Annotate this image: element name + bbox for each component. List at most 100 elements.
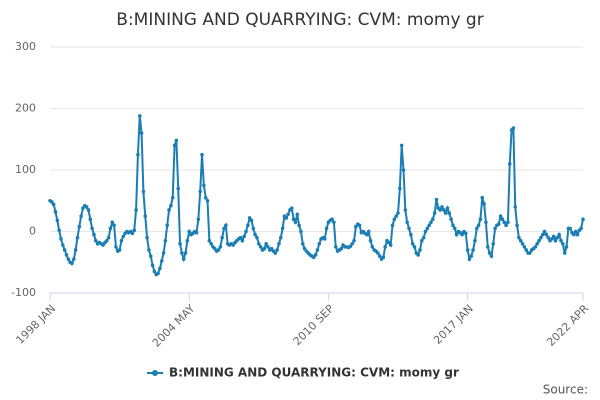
data-point	[352, 238, 356, 243]
data-point	[264, 242, 268, 246]
data-point	[443, 211, 448, 215]
data-point	[484, 220, 488, 225]
data-point	[108, 226, 113, 231]
data-point	[257, 242, 261, 246]
data-point	[357, 223, 362, 228]
data-point	[50, 200, 54, 204]
data-point	[524, 248, 529, 252]
data-point	[449, 217, 453, 221]
data-point	[506, 220, 510, 225]
data-point	[454, 232, 459, 237]
data-point	[169, 203, 173, 208]
data-point	[136, 152, 140, 157]
data-point	[139, 131, 144, 135]
data-point	[445, 206, 450, 210]
data-point	[557, 232, 561, 237]
y-tick-label: -100	[11, 286, 36, 299]
data-point	[143, 214, 148, 218]
data-point	[300, 242, 305, 246]
data-point	[246, 223, 250, 228]
data-point	[163, 238, 168, 243]
data-point	[258, 245, 263, 249]
data-point	[350, 242, 355, 246]
data-point	[209, 242, 213, 246]
x-tick-label: 2010 SEP	[291, 302, 337, 348]
data-point	[161, 251, 166, 255]
data-point	[207, 238, 212, 243]
data-point	[57, 228, 61, 233]
data-point	[295, 212, 300, 217]
data-point	[130, 231, 135, 236]
data-point	[540, 232, 545, 237]
data-point	[112, 223, 116, 228]
legend-marker	[152, 370, 158, 376]
data-point	[183, 251, 188, 255]
data-point	[277, 242, 281, 246]
data-point	[410, 242, 415, 246]
data-point	[79, 214, 83, 218]
data-point	[302, 246, 307, 251]
data-point	[75, 235, 80, 240]
data-point	[370, 245, 375, 249]
data-point	[93, 238, 98, 243]
data-point	[90, 226, 94, 231]
data-point	[383, 245, 387, 249]
data-point	[405, 220, 409, 225]
data-point	[564, 245, 569, 249]
data-point	[465, 248, 470, 252]
data-point	[520, 242, 525, 246]
data-point	[434, 197, 439, 202]
data-point	[354, 224, 358, 229]
data-point	[205, 198, 210, 203]
data-point	[262, 246, 267, 251]
data-point	[365, 232, 369, 237]
data-point	[293, 220, 298, 225]
data-point	[222, 226, 226, 231]
data-point	[311, 255, 316, 260]
data-point	[546, 235, 550, 240]
chart-title: B:MINING AND QUARRYING: CVM: momy gr	[116, 10, 483, 30]
data-point	[504, 223, 508, 228]
data-point	[418, 248, 422, 252]
data-point	[104, 238, 109, 243]
data-point	[544, 232, 549, 237]
data-point	[174, 138, 179, 143]
data-point	[471, 248, 475, 252]
data-point	[550, 237, 554, 241]
data-point	[518, 238, 523, 243]
data-point	[489, 254, 494, 258]
data-point	[231, 243, 235, 247]
data-point	[315, 248, 320, 252]
data-point	[297, 223, 301, 228]
data-point	[147, 248, 151, 252]
data-point	[324, 226, 329, 231]
data-point	[137, 114, 142, 118]
data-point	[533, 245, 538, 249]
data-point	[528, 251, 532, 255]
data-point	[289, 206, 294, 210]
data-point	[502, 220, 507, 225]
data-point	[432, 211, 437, 215]
data-point	[451, 223, 455, 228]
data-point	[476, 223, 481, 228]
data-point	[101, 243, 105, 247]
data-point	[134, 208, 138, 212]
data-point	[172, 143, 177, 148]
data-point	[441, 208, 446, 212]
data-point	[498, 214, 503, 218]
data-point	[106, 235, 111, 240]
data-point	[148, 254, 153, 258]
y-tick-label: 300	[15, 40, 36, 53]
data-point	[562, 251, 567, 255]
data-point	[200, 152, 204, 157]
data-point	[500, 217, 505, 221]
data-point	[62, 248, 67, 252]
data-point	[348, 244, 353, 249]
data-point	[202, 183, 206, 188]
data-point	[473, 238, 477, 243]
data-point	[286, 212, 290, 217]
data-point	[322, 237, 327, 241]
data-point	[278, 235, 283, 240]
data-point	[73, 248, 78, 252]
